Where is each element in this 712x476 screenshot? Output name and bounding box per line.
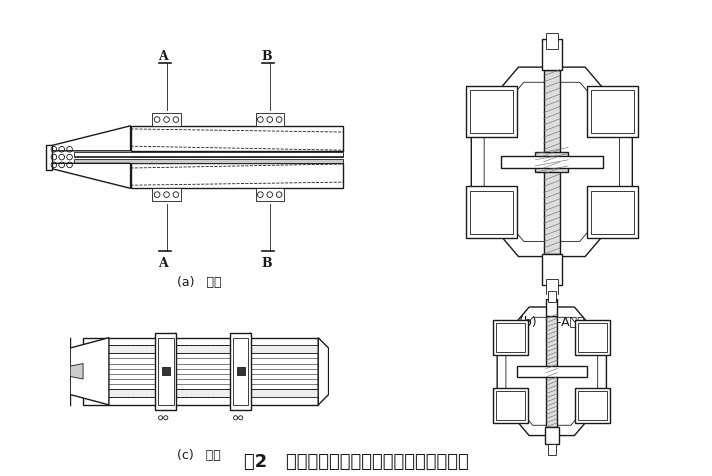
Bar bbox=[256, 113, 284, 126]
Bar bbox=[83, 337, 318, 405]
Bar bbox=[496, 323, 525, 352]
Bar bbox=[591, 90, 634, 133]
Bar bbox=[535, 151, 568, 172]
Bar bbox=[74, 152, 343, 156]
Bar bbox=[162, 367, 169, 375]
Bar bbox=[493, 320, 528, 355]
Bar bbox=[548, 290, 556, 302]
Bar bbox=[546, 316, 557, 427]
Bar bbox=[152, 113, 181, 126]
Bar bbox=[578, 323, 607, 352]
Polygon shape bbox=[49, 126, 130, 151]
Bar bbox=[493, 388, 528, 423]
Text: B: B bbox=[261, 257, 272, 270]
Bar bbox=[545, 33, 558, 49]
Bar bbox=[543, 69, 560, 254]
Text: B: B bbox=[261, 50, 272, 63]
Bar bbox=[496, 391, 525, 420]
Bar bbox=[231, 333, 251, 410]
Bar bbox=[546, 299, 557, 316]
Bar bbox=[575, 388, 610, 423]
Bar bbox=[578, 391, 607, 420]
Text: 图2   双内核双套筒约束型装配式防屈曲支撑: 图2 双内核双套筒约束型装配式防屈曲支撑 bbox=[244, 453, 468, 471]
Bar bbox=[466, 86, 517, 137]
Bar bbox=[237, 367, 245, 375]
Bar bbox=[470, 190, 513, 234]
Bar bbox=[542, 39, 562, 69]
Bar bbox=[152, 188, 181, 201]
Bar bbox=[587, 86, 638, 137]
Polygon shape bbox=[49, 163, 130, 188]
Bar bbox=[233, 337, 248, 405]
Polygon shape bbox=[70, 364, 83, 379]
Polygon shape bbox=[318, 337, 328, 405]
Bar bbox=[74, 159, 343, 163]
Bar bbox=[517, 366, 587, 377]
Bar bbox=[130, 163, 343, 188]
Bar bbox=[548, 444, 556, 455]
Bar bbox=[74, 154, 343, 157]
Bar bbox=[470, 90, 513, 133]
Polygon shape bbox=[70, 337, 109, 405]
Text: (a)   俯视: (a) 俯视 bbox=[177, 276, 221, 289]
Bar bbox=[83, 346, 318, 353]
Bar bbox=[83, 389, 318, 397]
Bar bbox=[545, 279, 558, 295]
Bar bbox=[256, 188, 284, 201]
Text: (b)   A-A截面: (b) A-A截面 bbox=[519, 316, 585, 328]
Bar bbox=[542, 254, 562, 285]
Bar bbox=[501, 156, 603, 168]
Text: A: A bbox=[159, 50, 168, 63]
Text: (c)   侧视: (c) 侧视 bbox=[177, 449, 221, 462]
Bar bbox=[545, 427, 559, 444]
Bar bbox=[466, 187, 517, 238]
Bar bbox=[591, 190, 634, 234]
Text: A: A bbox=[159, 257, 168, 270]
Bar bbox=[155, 333, 176, 410]
Bar bbox=[587, 187, 638, 238]
Bar bbox=[46, 145, 53, 169]
Bar bbox=[575, 320, 610, 355]
Bar bbox=[130, 126, 343, 151]
Bar bbox=[158, 337, 174, 405]
